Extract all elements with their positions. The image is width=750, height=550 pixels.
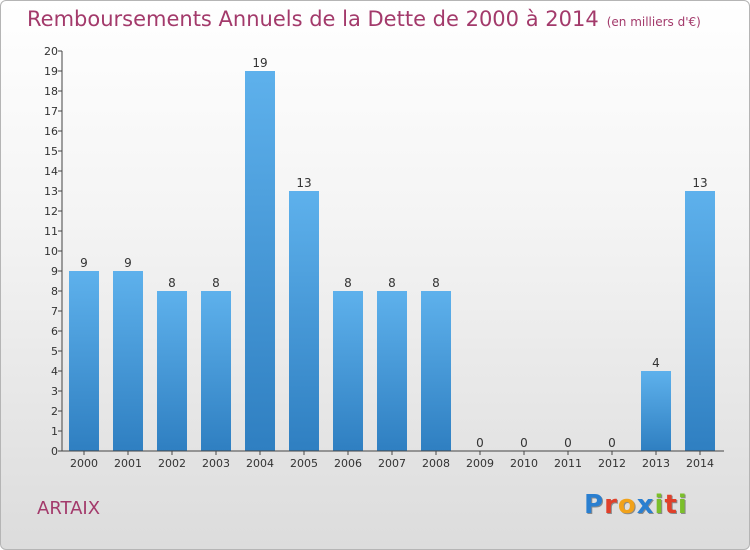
bar-value-label: 0 bbox=[476, 436, 484, 450]
bar bbox=[641, 371, 671, 451]
commune-name: ARTAIX bbox=[37, 498, 101, 519]
x-tick-label: 2007 bbox=[378, 457, 406, 470]
bar bbox=[289, 191, 319, 451]
x-tick-label: 2005 bbox=[290, 457, 318, 470]
x-tick-label: 2008 bbox=[422, 457, 450, 470]
y-tick-label: 11 bbox=[44, 225, 58, 238]
logo-letter: x bbox=[636, 490, 655, 520]
x-tick-label: 2009 bbox=[466, 457, 494, 470]
logo-letter: i bbox=[677, 490, 688, 520]
x-tick-label: 2006 bbox=[334, 457, 362, 470]
bars: 9 9 8 8 19 13 8 8 8 0 0 0 0 4 13 bbox=[69, 56, 715, 451]
bar-value-label: 8 bbox=[388, 276, 396, 290]
bar bbox=[245, 71, 275, 451]
bar-value-label: 19 bbox=[252, 56, 267, 70]
bar-value-label: 8 bbox=[432, 276, 440, 290]
bar-value-label: 13 bbox=[692, 176, 707, 190]
chart-title-text: Remboursements Annuels de la Dette de 20… bbox=[27, 7, 599, 31]
bar-value-label: 8 bbox=[344, 276, 352, 290]
x-tick-label: 2014 bbox=[686, 457, 714, 470]
bar-value-label: 13 bbox=[296, 176, 311, 190]
y-tick-label: 2 bbox=[51, 405, 58, 418]
proxiti-logo: Proxiti bbox=[584, 490, 688, 520]
y-tick-label: 1 bbox=[51, 425, 58, 438]
bar bbox=[333, 291, 363, 451]
logo-letter: o bbox=[617, 490, 637, 520]
y-tick-label: 19 bbox=[44, 65, 58, 78]
logo-letter: t bbox=[664, 490, 678, 520]
bar bbox=[157, 291, 187, 451]
y-tick-label: 17 bbox=[44, 105, 58, 118]
x-axis: 2000 2001 2002 2003 2004 2005 2006 2007 2008 2009… bbox=[62, 450, 724, 470]
y-tick-label: 10 bbox=[44, 245, 58, 258]
logo-letter: P bbox=[584, 490, 605, 520]
y-tick-label: 5 bbox=[51, 345, 58, 358]
y-tick-label: 13 bbox=[44, 185, 58, 198]
bar-value-label: 9 bbox=[124, 256, 132, 270]
x-tick-label: 2003 bbox=[202, 457, 230, 470]
bar bbox=[201, 291, 231, 451]
bar-value-label: 0 bbox=[608, 436, 616, 450]
bar bbox=[685, 191, 715, 451]
logo-letter: i bbox=[654, 490, 665, 520]
bar-value-label: 9 bbox=[80, 256, 88, 270]
x-tick-label: 2001 bbox=[114, 457, 142, 470]
y-tick-label: 4 bbox=[51, 365, 58, 378]
x-tick-label: 2002 bbox=[158, 457, 186, 470]
x-tick-label: 2012 bbox=[598, 457, 626, 470]
bar bbox=[421, 291, 451, 451]
bar-value-label: 0 bbox=[520, 436, 528, 450]
y-tick-label: 18 bbox=[44, 85, 58, 98]
y-tick-label: 6 bbox=[51, 325, 58, 338]
y-tick-label: 20 bbox=[44, 45, 58, 58]
x-tick-label: 2013 bbox=[642, 457, 670, 470]
bar bbox=[69, 271, 99, 451]
bar-value-label: 0 bbox=[564, 436, 572, 450]
x-tick-label: 2010 bbox=[510, 457, 538, 470]
y-tick-label: 3 bbox=[51, 385, 58, 398]
bar bbox=[113, 271, 143, 451]
bar-value-label: 8 bbox=[212, 276, 220, 290]
x-tick-label: 2000 bbox=[70, 457, 98, 470]
x-tick-label: 2004 bbox=[246, 457, 274, 470]
bar-value-label: 8 bbox=[168, 276, 176, 290]
x-tick-label: 2011 bbox=[554, 457, 582, 470]
chart-title: Remboursements Annuels de la Dette de 20… bbox=[27, 7, 701, 31]
chart-unit-label: (en milliers d'€) bbox=[606, 15, 701, 29]
y-tick-label: 9 bbox=[51, 265, 58, 278]
y-tick-label: 15 bbox=[44, 145, 58, 158]
y-tick-label: 12 bbox=[44, 205, 58, 218]
logo-letter: r bbox=[604, 490, 618, 520]
y-tick-label: 8 bbox=[51, 285, 58, 298]
y-tick-label: 0 bbox=[51, 445, 58, 458]
y-tick-label: 7 bbox=[51, 305, 58, 318]
y-tick-label: 16 bbox=[44, 125, 58, 138]
bar bbox=[377, 291, 407, 451]
y-tick-label: 14 bbox=[44, 165, 58, 178]
bar-value-label: 4 bbox=[652, 356, 660, 370]
